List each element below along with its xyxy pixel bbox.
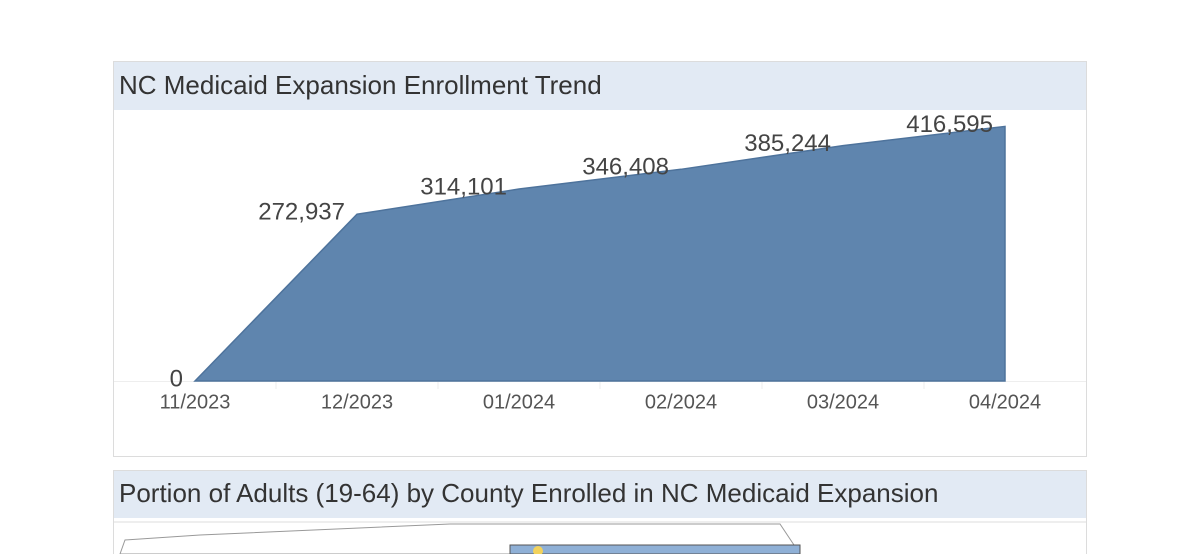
x-tick-label: 02/2024 <box>645 391 717 413</box>
data-label: 314,101 <box>420 173 507 200</box>
data-label: 272,937 <box>258 199 345 226</box>
trend-header <box>114 62 1086 110</box>
map-counties <box>509 544 801 554</box>
x-tick-label: 01/2024 <box>483 391 555 413</box>
map-header <box>114 471 1086 518</box>
data-label: 0 <box>170 365 183 392</box>
chart-title: NC Medicaid Expansion Enrollment Trend <box>119 70 602 100</box>
map-title: Portion of Adults (19-64) by County Enro… <box>119 478 938 508</box>
x-tick-label: 12/2023 <box>321 391 393 413</box>
map-outline <box>119 523 801 554</box>
data-label: 416,595 <box>906 111 993 138</box>
map-highlight <box>533 546 543 554</box>
x-tick-label: 04/2024 <box>969 391 1041 413</box>
data-label: 346,408 <box>582 154 669 181</box>
x-tick-label: 11/2023 <box>160 391 231 413</box>
area <box>193 125 1006 382</box>
x-tick-label: 03/2024 <box>807 391 879 413</box>
data-label: 385,244 <box>744 130 831 157</box>
